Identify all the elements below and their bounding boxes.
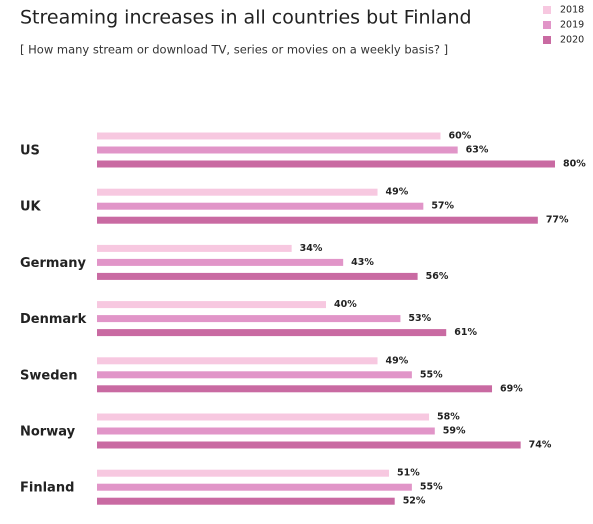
legend-label: 2018 [560,5,584,16]
value-label: 34% [300,243,323,254]
value-label: 55% [420,369,443,380]
value-label: 61% [454,327,477,338]
bar [97,146,458,154]
value-label: 40% [334,299,357,310]
value-label: 63% [466,145,489,156]
bar [97,483,412,491]
bar [97,258,344,266]
category-label: Sweden [20,368,78,383]
legend-label: 2019 [560,20,584,31]
value-label: 69% [500,383,523,394]
legend-swatch [543,6,551,14]
category-label: US [20,144,40,159]
bar [97,469,389,477]
value-label: 52% [403,496,426,507]
bar [97,132,441,140]
bar [97,301,326,309]
value-label: 80% [563,159,586,170]
value-label: 57% [431,201,454,212]
value-label: 55% [420,482,443,493]
category-label: Finland [20,481,74,496]
value-label: 60% [449,131,472,142]
bar [97,160,555,168]
bar [97,315,401,323]
value-label: 49% [386,187,409,198]
bar [97,413,430,421]
bar [97,371,412,379]
bar [97,202,424,210]
category-label: Norway [20,425,76,440]
value-label: 56% [426,271,449,282]
bar [97,427,435,435]
value-label: 77% [546,215,569,226]
bar [97,441,521,449]
value-label: 49% [386,355,409,366]
bar [97,329,447,337]
bar [97,497,395,505]
category-label: Germany [20,256,86,271]
chart-title: Streaming increases in all countries but… [20,7,472,29]
bar [97,385,493,393]
bar [97,216,538,224]
value-label: 74% [529,440,552,451]
category-label: Denmark [20,312,87,327]
bar [97,244,292,252]
chart-subtitle: [ How many stream or download TV, series… [20,43,448,57]
legend-label: 2020 [560,35,584,46]
legend-swatch [543,21,551,29]
bar [97,272,418,280]
legend-swatch [543,36,551,44]
value-label: 51% [397,468,420,479]
value-label: 58% [437,412,460,423]
value-label: 43% [351,257,374,268]
bar [97,357,378,365]
category-label: UK [20,200,42,215]
bar [97,188,378,196]
value-label: 59% [443,426,466,437]
value-label: 53% [408,313,431,324]
